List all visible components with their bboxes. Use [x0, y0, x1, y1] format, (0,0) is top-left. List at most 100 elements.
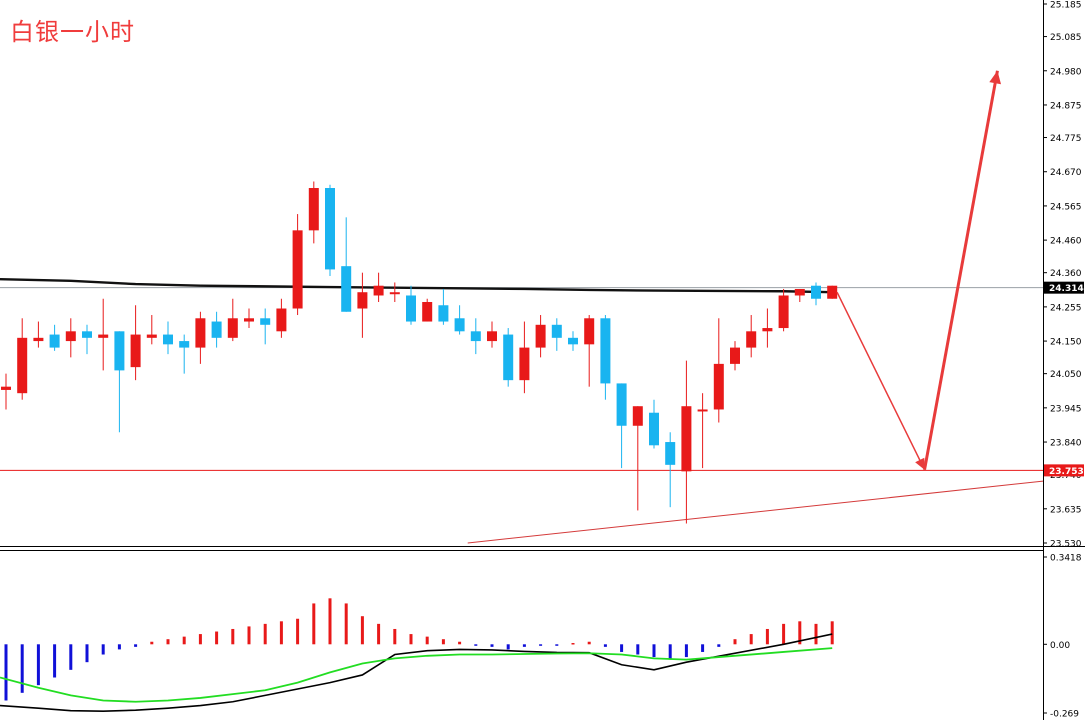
candle: [697, 393, 708, 469]
macd-bar: [684, 644, 688, 658]
macd-bar: [150, 641, 154, 645]
candle: [730, 341, 740, 371]
macd-bar: [798, 621, 802, 645]
macd-bar: [814, 623, 818, 645]
candle: [551, 318, 562, 351]
candle-body: [82, 331, 92, 338]
candle: [325, 184, 335, 276]
macd-bar: [782, 623, 786, 645]
price-tick-label: 23.945: [1050, 404, 1082, 414]
candle: [195, 311, 206, 364]
candle: [227, 298, 238, 342]
macd-bar: [263, 623, 267, 645]
candle-body: [308, 188, 319, 231]
forecast-leg-down: [836, 291, 926, 471]
candle-body: [33, 337, 44, 342]
candle: [422, 298, 433, 322]
price-tick-label: 23.530: [1050, 540, 1082, 550]
candle-body: [632, 406, 643, 426]
candle-body: [276, 308, 287, 332]
macd-bar: [36, 644, 40, 686]
candle: [49, 324, 60, 351]
candle: [681, 360, 692, 524]
candle: [389, 282, 400, 302]
candle-body: [470, 331, 481, 342]
macd-bar: [539, 644, 543, 646]
moving-average: [0, 277, 833, 294]
macd-bar: [409, 634, 413, 645]
candle: [308, 181, 319, 244]
current-price-tag: 24.314: [1049, 284, 1084, 294]
candle-body: [503, 334, 514, 381]
candle: [260, 308, 271, 345]
candle-body: [406, 295, 416, 322]
candle-body: [535, 324, 546, 348]
candle-body: [211, 321, 222, 338]
macd-bar: [701, 644, 705, 652]
macd-bar: [134, 644, 138, 647]
macd-bar: [215, 631, 219, 645]
price-tick-label: 24.360: [1050, 269, 1082, 279]
candle-body: [357, 292, 368, 309]
candle: [584, 315, 595, 387]
candle-body: [422, 301, 433, 322]
candle: [1, 373, 11, 410]
macd-lines: [0, 633, 833, 713]
macd-bar: [198, 634, 202, 645]
level-price-tag: 23.753: [1049, 467, 1084, 477]
candle-body: [98, 334, 109, 338]
candle: [373, 272, 384, 302]
macd-bar: [344, 603, 348, 645]
candle-body: [551, 324, 562, 338]
macd-bar: [733, 639, 737, 645]
price-tick-label: 24.460: [1050, 237, 1082, 247]
level-price-tag-bg: [1044, 464, 1084, 477]
candle-body: [65, 331, 76, 342]
price-tick-label: 23.840: [1050, 439, 1082, 449]
candle: [568, 331, 578, 351]
candle: [82, 324, 92, 355]
candle-body: [1, 386, 11, 390]
candle: [794, 288, 805, 302]
candle: [519, 321, 530, 394]
candle: [649, 399, 659, 449]
candle: [713, 318, 724, 423]
candlesticks: [1, 181, 838, 524]
macd-bar: [441, 639, 445, 645]
candle-body: [114, 331, 125, 371]
candle: [600, 315, 611, 400]
forecast-leg-up: [923, 70, 999, 470]
candle-body: [778, 295, 789, 329]
candle-body: [794, 288, 805, 296]
macd-bar: [555, 644, 559, 646]
trend-line: [467, 480, 1044, 544]
macd-bar: [117, 644, 121, 650]
macd-histogram: [4, 598, 834, 701]
chart-title: 白银一小时: [10, 18, 135, 46]
macd-bar: [603, 644, 607, 647]
macd-bar: [101, 644, 105, 655]
candle: [17, 318, 28, 400]
macd-bar: [279, 621, 283, 645]
candle-body: [260, 318, 271, 325]
candle-body: [17, 337, 28, 394]
price-tick-label: 24.775: [1050, 134, 1082, 144]
macd-bar: [636, 644, 640, 655]
macd-bar: [360, 616, 364, 645]
candle: [146, 315, 157, 345]
macd-bar: [166, 639, 170, 645]
price-level-lines: [0, 287, 1044, 544]
candle: [65, 318, 76, 358]
candle-body: [487, 331, 497, 342]
macd-bar: [182, 636, 186, 645]
candle: [33, 321, 44, 348]
signal-line: [0, 647, 833, 703]
candle-body: [49, 334, 60, 348]
candle-body: [827, 285, 838, 299]
macd-bar: [749, 634, 753, 645]
candle-body: [616, 383, 627, 426]
macd-bar: [458, 641, 462, 645]
candle-body: [389, 292, 400, 295]
indicator-axis: 0.3418 0.00 -0.269: [1043, 554, 1082, 720]
